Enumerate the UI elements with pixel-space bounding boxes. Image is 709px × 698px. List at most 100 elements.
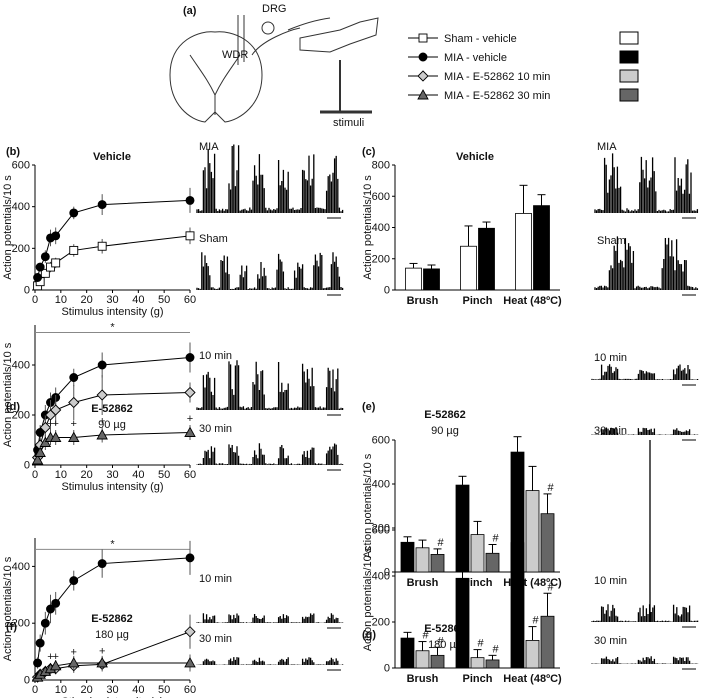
point-label: +	[187, 413, 193, 425]
x-tick-label: Heat (48ºC)	[503, 673, 562, 685]
trace-label: 10 min	[199, 350, 232, 362]
bar	[430, 554, 445, 573]
y-tick-label: 400	[372, 479, 390, 491]
legend-marker	[417, 70, 429, 82]
marker	[34, 446, 46, 457]
trace-label: Sham	[597, 235, 626, 247]
bar	[430, 654, 445, 669]
bar	[485, 659, 500, 669]
point-label: #	[477, 638, 484, 650]
bar	[540, 615, 555, 669]
chart-title: Vehicle	[93, 151, 131, 163]
panel-label: (c)	[362, 146, 376, 158]
legend-swatch	[619, 50, 639, 64]
bar	[470, 534, 485, 573]
x-tick-label: 30	[106, 469, 118, 481]
bar	[455, 577, 470, 669]
marker	[185, 231, 195, 241]
diagram-label: DRG	[262, 3, 286, 15]
marker	[33, 273, 43, 282]
marker	[49, 659, 62, 671]
marker	[185, 195, 195, 205]
spinal-cord	[169, 31, 263, 123]
trace-label: 30 min	[199, 633, 232, 645]
bar	[510, 542, 525, 669]
bar	[455, 484, 470, 573]
chart-title: E-52862	[424, 409, 466, 421]
x-tick-label: 20	[81, 469, 93, 481]
x-tick-label: 50	[158, 294, 170, 306]
marker	[184, 657, 196, 668]
bar	[515, 213, 532, 291]
x-tick-label: 10	[55, 469, 67, 481]
marker	[51, 258, 61, 268]
x-tick-label: 50	[158, 469, 170, 481]
trace-bars	[196, 252, 344, 290]
chart-subtitle: 90 µg	[431, 425, 459, 437]
y-tick-label: 0	[384, 285, 390, 297]
point-label: +	[71, 647, 77, 659]
point-label: #	[532, 615, 539, 627]
x-axis-label: Stimulus intensity (g)	[61, 696, 163, 698]
diagram-label: stimuli	[333, 117, 364, 129]
marker	[33, 658, 43, 668]
marker	[49, 431, 62, 442]
x-tick-label: Brush	[407, 577, 439, 589]
x-tick-label: 30	[106, 294, 118, 306]
trace-label: 10 min	[594, 575, 627, 587]
y-tick-label: 200	[12, 618, 30, 630]
y-tick-label: 0	[24, 675, 30, 687]
nerve	[251, 27, 301, 56]
trace-label: 10 min	[199, 573, 232, 585]
y-tick-label: 200	[372, 253, 390, 265]
trace-bars	[591, 427, 699, 435]
point-label: +	[99, 645, 105, 657]
marker	[69, 208, 79, 218]
bar	[525, 490, 540, 573]
marker	[97, 241, 107, 251]
x-tick-label: 40	[132, 294, 144, 306]
marker	[97, 200, 107, 210]
y-tick-label: 400	[12, 201, 30, 213]
x-tick-label: 40	[132, 469, 144, 481]
marker	[50, 404, 62, 416]
bar	[405, 267, 422, 291]
bar	[533, 205, 550, 291]
panel-label: (g)	[362, 629, 376, 641]
x-tick-label: 60	[184, 469, 196, 481]
bar	[525, 640, 540, 669]
drg	[261, 21, 275, 35]
x-tick-label: 0	[32, 294, 38, 306]
y-axis-label: Action potentials/10 s	[362, 175, 374, 280]
y-tick-label: 400	[372, 571, 390, 583]
significance-label: *	[110, 538, 115, 550]
marker	[35, 262, 45, 272]
significance-label: *	[110, 322, 115, 334]
x-tick-label: Brush	[407, 673, 439, 685]
legend-label: MIA - E-52862 30 min	[444, 90, 550, 102]
marker	[51, 231, 61, 241]
trace-label: 30 min	[594, 425, 627, 437]
x-tick-label: Heat (48ºC)	[503, 295, 562, 307]
y-tick-label: 400	[372, 222, 390, 234]
series-line	[37, 557, 191, 664]
diagram-label: WDR	[222, 49, 248, 61]
arrow	[287, 17, 331, 31]
legend-marker	[418, 33, 428, 43]
bar	[540, 513, 555, 573]
point-label: +	[99, 416, 105, 428]
panel-label: (f)	[6, 621, 17, 633]
panel-label: (e)	[362, 401, 376, 413]
trace-bars	[591, 440, 699, 622]
point-label: +	[47, 418, 53, 430]
trace-bars	[196, 144, 344, 213]
x-tick-label: 60	[184, 684, 196, 696]
x-tick-label: 0	[32, 684, 38, 696]
bar	[470, 657, 485, 669]
diagram-a	[169, 15, 379, 123]
marker	[40, 268, 50, 278]
marker	[69, 245, 79, 255]
trace-bars	[196, 613, 344, 623]
y-tick-label: 200	[372, 523, 390, 535]
